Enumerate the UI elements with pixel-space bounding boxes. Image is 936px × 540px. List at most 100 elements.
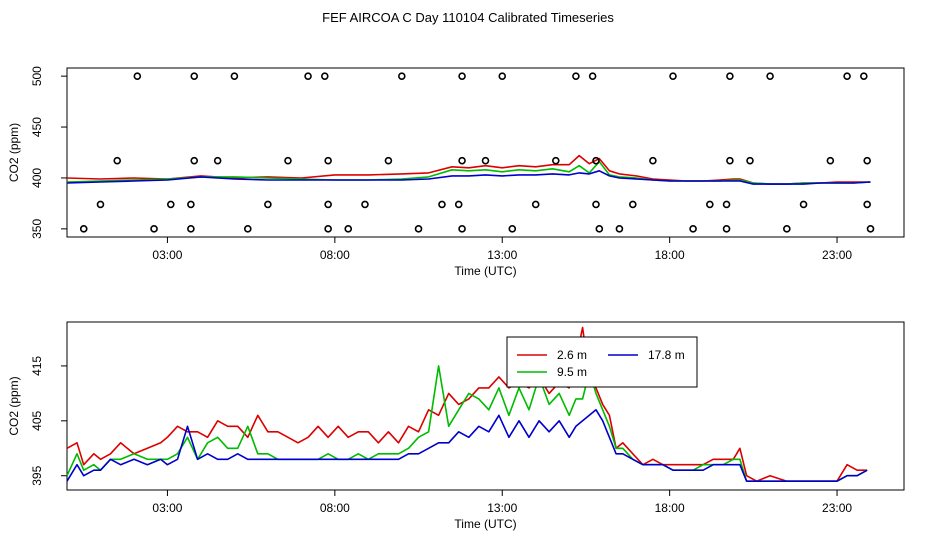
scatter-point	[746, 156, 754, 165]
scatter-point	[79, 225, 88, 233]
scatter-point	[190, 156, 199, 165]
series-line-9-5-m	[66, 365, 868, 483]
top-x-axis: 03:00 08:00 13:00 18:00 23:00	[152, 237, 852, 262]
x-tick-label: 18:00	[655, 248, 685, 262]
scatter-point	[96, 200, 105, 209]
top-x-axis-label: Time (UTC)	[454, 264, 516, 278]
scatter-point	[866, 225, 875, 233]
scatter-point	[397, 72, 406, 80]
scatter-point	[213, 156, 222, 165]
bottom-plot-frame	[66, 321, 905, 491]
bottom-series	[66, 326, 868, 483]
bottom-x-axis: 03:00 08:00 13:00 18:00 23:00	[152, 490, 852, 515]
x-tick-label: 03:00	[152, 501, 182, 515]
scatter-point	[284, 156, 292, 165]
scatter-point	[595, 225, 604, 233]
scatter-point	[552, 156, 560, 165]
x-tick-label: 23:00	[822, 501, 852, 515]
x-tick-label: 08:00	[320, 501, 350, 515]
y-tick-label: 415	[30, 356, 44, 376]
scatter-point	[304, 72, 312, 80]
scatter-point	[361, 200, 369, 209]
scatter-point	[458, 72, 466, 80]
y-tick-label: 395	[30, 465, 44, 485]
legend-label-9-5m: 9.5 m	[557, 365, 587, 379]
scatter-point	[722, 200, 731, 209]
x-tick-label: 13:00	[487, 501, 517, 515]
scatter-point	[669, 72, 677, 80]
scatter-point	[629, 200, 637, 209]
scatter-point	[860, 72, 868, 80]
scatter-point	[726, 72, 734, 80]
scatter-point	[166, 200, 175, 209]
scatter-point	[783, 225, 791, 233]
scatter-point	[264, 200, 272, 209]
series-line-2-6-m	[66, 154, 871, 185]
series-line-17-8-m	[66, 408, 868, 483]
scatter-point	[615, 225, 624, 233]
scatter-point	[592, 200, 600, 209]
y-tick-label: 450	[30, 117, 44, 137]
scatter-point	[190, 72, 199, 80]
scatter-point	[320, 72, 329, 80]
x-tick-label: 23:00	[822, 248, 852, 262]
scatter-point	[344, 225, 353, 233]
top-plot-frame	[66, 67, 905, 238]
scatter-point	[187, 200, 195, 209]
scatter-point	[150, 225, 158, 233]
scatter-point	[481, 156, 490, 165]
y-tick-label: 405	[30, 410, 44, 430]
scatter-point	[458, 225, 466, 233]
top-panel: 03:00 08:00 13:00 18:00 23:00 350 400 450 500 T…	[7, 66, 905, 278]
scatter-point	[243, 225, 252, 233]
bottom-y-axis: 395 405 415	[30, 356, 67, 486]
scatter-point	[531, 200, 540, 209]
y-tick-label: 350	[30, 219, 44, 239]
scatter-point	[458, 156, 466, 165]
top-y-axis: 350 400 450 500	[30, 66, 67, 239]
scatter-point	[826, 156, 835, 165]
scatter-point	[572, 72, 580, 80]
scatter-point	[722, 225, 731, 233]
top-y-axis-label: CO2 (ppm)	[7, 123, 21, 182]
scatter-point	[799, 200, 808, 209]
x-tick-label: 18:00	[655, 501, 685, 515]
x-tick-label: 08:00	[320, 248, 350, 262]
scatter-point	[324, 156, 332, 165]
scatter-point	[324, 200, 332, 209]
figure-title: FEF AIRCOA C Day 110104 Calibrated Times…	[322, 10, 614, 25]
top-series	[66, 154, 871, 185]
series-line-9-5-m	[66, 160, 871, 185]
scatter-point	[863, 200, 871, 209]
scatter-point	[706, 200, 714, 209]
x-tick-label: 03:00	[152, 248, 182, 262]
x-tick-label: 13:00	[487, 248, 517, 262]
scatter-point	[113, 156, 122, 165]
scatter-point	[230, 72, 239, 80]
scatter-point	[863, 156, 871, 165]
scatter-point	[843, 72, 851, 80]
y-tick-label: 400	[30, 168, 44, 188]
bottom-x-axis-label: Time (UTC)	[454, 517, 516, 531]
top-scatter-points	[79, 72, 875, 233]
scatter-point	[498, 72, 507, 80]
legend-label-17-8m: 17.8 m	[648, 348, 685, 362]
scatter-point	[588, 72, 597, 80]
scatter-point	[414, 225, 423, 233]
legend: 2.6 m 9.5 m 17.8 m	[506, 336, 698, 388]
scatter-point	[187, 225, 195, 233]
scatter-point	[649, 156, 657, 165]
scatter-point	[133, 72, 142, 80]
series-line-2-6-m	[66, 326, 868, 483]
y-tick-label: 500	[30, 66, 44, 86]
legend-label-2-6m: 2.6 m	[557, 348, 587, 362]
series-line-17-8-m	[66, 170, 871, 185]
scatter-point	[689, 225, 697, 233]
bottom-panel: 03:00 08:00 13:00 18:00 23:00 395 405 415 Time…	[7, 321, 905, 531]
scatter-point	[454, 200, 463, 209]
legend-box	[506, 336, 698, 388]
scatter-point	[508, 225, 517, 233]
bottom-y-axis-label: CO2 (ppm)	[7, 376, 21, 435]
scatter-point	[384, 156, 393, 165]
